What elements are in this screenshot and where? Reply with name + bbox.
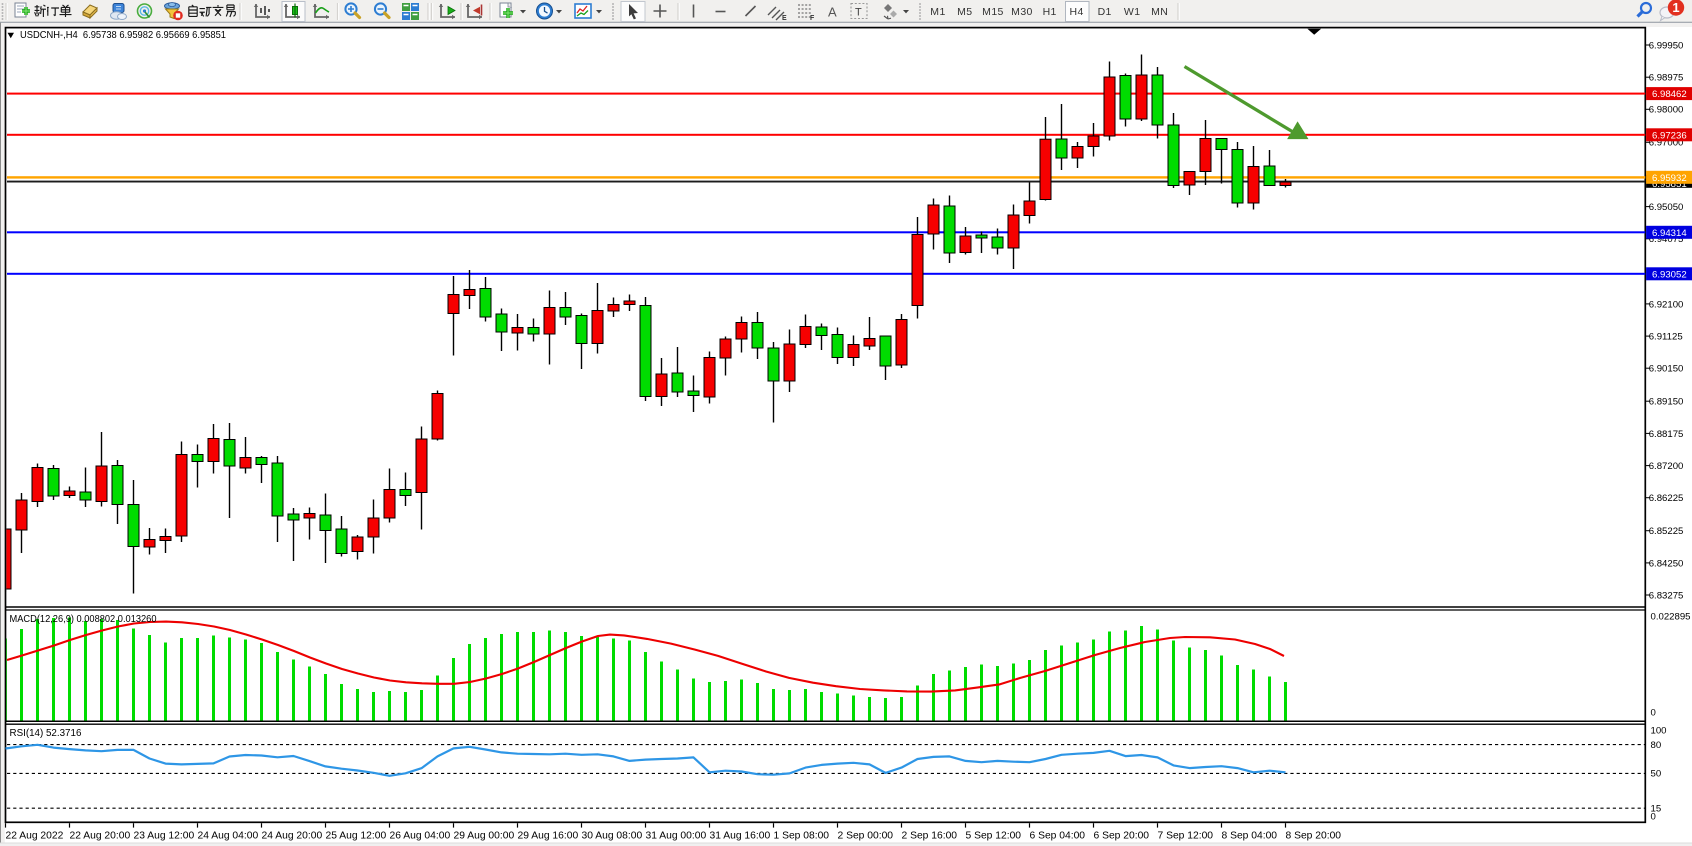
svg-text:29 Aug 00:00: 29 Aug 00:00 [454,830,515,841]
svg-text:31 Aug 16:00: 31 Aug 16:00 [710,830,771,841]
svg-text:6.89150: 6.89150 [1649,397,1684,408]
svg-text:6.90150: 6.90150 [1649,364,1684,375]
svg-text:6.88175: 6.88175 [1649,429,1684,440]
svg-text:RSI(14) 52.3716: RSI(14) 52.3716 [10,728,82,739]
svg-text:6.91125: 6.91125 [1649,332,1683,343]
svg-text:8 Sep 04:00: 8 Sep 04:00 [1222,830,1278,841]
svg-text:A: A [828,5,837,20]
svg-text:T: T [855,7,862,19]
svg-text:6.95932: 6.95932 [1652,173,1687,184]
svg-text:2 Sep 16:00: 2 Sep 16:00 [902,830,958,841]
svg-text:MN: MN [1151,6,1168,18]
svg-text:6.95851: 6.95851 [1652,179,1687,190]
svg-text:H1: H1 [1043,6,1057,18]
svg-text:6.95050: 6.95050 [1649,202,1684,213]
svg-text:31 Aug 00:00: 31 Aug 00:00 [646,830,707,841]
svg-text:E: E [782,15,787,22]
svg-text:6.99950: 6.99950 [1649,40,1684,51]
svg-text:22 Aug 20:00: 22 Aug 20:00 [70,830,131,841]
svg-text:6.98462: 6.98462 [1652,89,1687,100]
svg-text:H4: H4 [1069,6,1083,18]
svg-text:6.97236: 6.97236 [1652,130,1687,141]
svg-text:USDCNH-,H4 6.95738 6.95982 6.: USDCNH-,H4 6.95738 6.95982 6.95669 6.958… [20,30,226,41]
svg-text:6.98000: 6.98000 [1649,105,1684,116]
svg-text:22 Aug 2022: 22 Aug 2022 [6,830,64,841]
svg-text:6.84250: 6.84250 [1649,558,1684,569]
svg-text:6.94075: 6.94075 [1649,234,1684,245]
svg-text:25 Aug 12:00: 25 Aug 12:00 [326,830,387,841]
svg-text:26 Aug 04:00: 26 Aug 04:00 [390,830,451,841]
svg-text:0.022895: 0.022895 [1651,612,1691,623]
svg-text:23 Aug 12:00: 23 Aug 12:00 [134,830,195,841]
svg-text:7 Sep 12:00: 7 Sep 12:00 [1158,830,1214,841]
svg-text:1 Sep 08:00: 1 Sep 08:00 [774,830,830,841]
svg-text:6.97000: 6.97000 [1649,138,1684,149]
svg-text:6.87200: 6.87200 [1649,461,1684,472]
svg-text:MACD(12,26,9) 0.008802 0.01326: MACD(12,26,9) 0.008802 0.013260 [10,614,158,625]
svg-text:29 Aug 16:00: 29 Aug 16:00 [518,830,579,841]
svg-text:6.93052: 6.93052 [1652,269,1687,280]
svg-text:24 Aug 04:00: 24 Aug 04:00 [198,830,259,841]
svg-text:30 Aug 08:00: 30 Aug 08:00 [582,830,643,841]
svg-text:1: 1 [1672,0,1679,15]
svg-text:D1: D1 [1098,6,1112,18]
svg-text:M30: M30 [1011,6,1033,18]
svg-text:5 Sep 12:00: 5 Sep 12:00 [966,830,1022,841]
svg-text:F: F [810,15,815,22]
svg-text:M5: M5 [957,6,972,18]
svg-text:2 Sep 00:00: 2 Sep 00:00 [838,830,894,841]
svg-text:M15: M15 [982,6,1004,18]
svg-text:6.92100: 6.92100 [1649,299,1684,310]
svg-text:15: 15 [1651,804,1662,815]
svg-text:6.86225: 6.86225 [1649,493,1684,504]
svg-text:6.98975: 6.98975 [1649,73,1684,84]
svg-text:0: 0 [1651,812,1656,823]
svg-text:6.94314: 6.94314 [1652,228,1687,239]
svg-text:6.85225: 6.85225 [1649,526,1684,537]
svg-text:0: 0 [1651,708,1656,719]
svg-text:50: 50 [1651,769,1662,780]
svg-text:6.83275: 6.83275 [1649,590,1684,601]
svg-text:6 Sep 04:00: 6 Sep 04:00 [1030,830,1086,841]
svg-text:W1: W1 [1124,6,1141,18]
svg-text:8 Sep 20:00: 8 Sep 20:00 [1286,830,1342,841]
svg-text:80: 80 [1651,740,1662,751]
svg-text:M1: M1 [930,6,945,18]
svg-text:6 Sep 20:00: 6 Sep 20:00 [1094,830,1150,841]
svg-text:24 Aug 20:00: 24 Aug 20:00 [262,830,323,841]
svg-text:100: 100 [1651,726,1667,737]
